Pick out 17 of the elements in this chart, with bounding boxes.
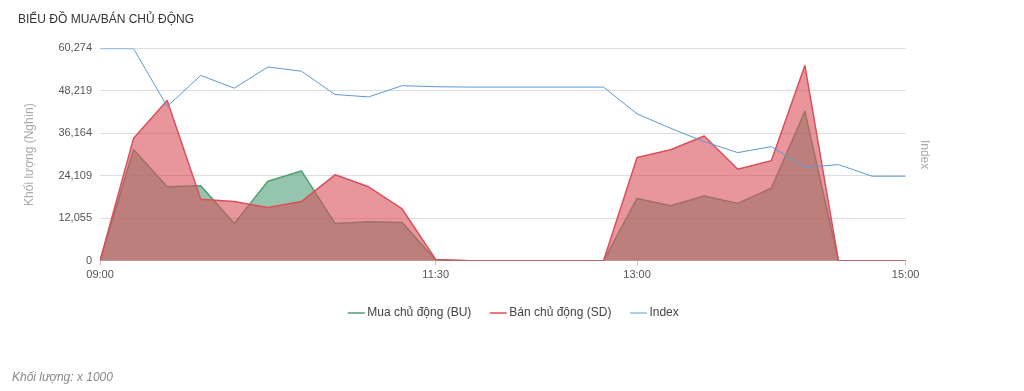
x-tick-label: 09:00 <box>86 268 114 281</box>
x-tick-label: 11:30 <box>422 268 450 281</box>
legend-label: Bán chủ động (SD) <box>509 305 612 320</box>
x-tick-label: 15:00 <box>891 268 920 281</box>
y-tick-label: 48,219 <box>58 83 93 96</box>
x-tick-label: 13:00 <box>623 268 651 281</box>
y-tick-label: 12,055 <box>58 211 93 224</box>
legend-label: Mua chủ động (BU) <box>367 305 472 320</box>
y2-axis-title: Index <box>918 139 933 170</box>
y-axis-title: Khối lượng (Nghìn) <box>21 103 36 206</box>
legend-label: Index <box>649 305 679 320</box>
chart-title: BIỂU ĐỒ MUA/BÁN CHỦ ĐỘNG <box>18 10 195 26</box>
y-tick-label: 0 <box>85 253 93 266</box>
y-tick-label: 60,274 <box>58 41 93 54</box>
y-tick-label: 24,109 <box>58 168 93 181</box>
text: Khối lượng: x 1000 <box>12 370 114 385</box>
y-tick-label: 36,164 <box>58 126 93 139</box>
